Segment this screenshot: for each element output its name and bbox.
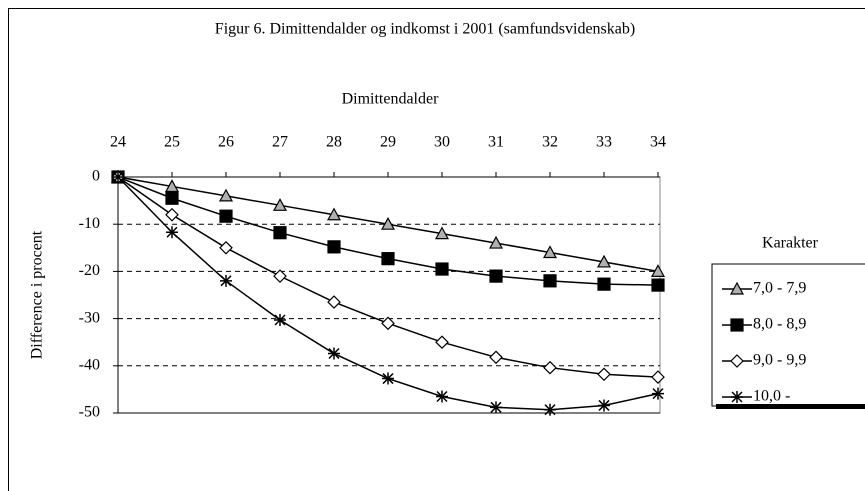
x-axis-label: Dimittendalder	[342, 91, 440, 108]
x-tick-label: 28	[326, 134, 342, 151]
marker	[490, 401, 502, 414]
marker	[597, 277, 611, 291]
legend-shadow	[716, 404, 865, 409]
y-tick-label: 0	[92, 168, 100, 185]
marker	[112, 171, 124, 183]
marker	[380, 216, 396, 230]
y-tick-label: -10	[79, 215, 100, 232]
marker	[381, 252, 395, 266]
x-tick-label: 32	[542, 134, 558, 151]
marker	[219, 209, 233, 223]
marker	[489, 350, 503, 365]
marker	[273, 269, 287, 283]
legend-label: 10,0 -	[753, 388, 790, 405]
y-tick-label: -20	[79, 262, 100, 279]
marker	[436, 390, 448, 403]
plot-area	[117, 176, 661, 414]
marker	[273, 226, 287, 240]
legend-marker	[730, 318, 744, 332]
marker	[435, 335, 449, 350]
marker	[488, 235, 504, 249]
marker	[651, 278, 665, 292]
y-axis-label: Difference i procent	[29, 230, 46, 359]
marker	[165, 191, 179, 205]
legend-marker	[730, 354, 744, 368]
marker	[220, 274, 232, 287]
legend-label: 8,0 - 8,9	[753, 316, 806, 333]
marker	[219, 240, 233, 255]
marker	[326, 207, 342, 221]
x-tick-label: 29	[380, 134, 396, 151]
marker	[596, 254, 612, 268]
x-tick-label: 25	[164, 134, 180, 151]
marker	[544, 403, 556, 416]
marker	[652, 387, 664, 400]
marker	[218, 188, 234, 202]
marker	[434, 226, 450, 240]
chart-title: Figur 6. Dimittendalder og indkomst i 20…	[215, 21, 635, 38]
marker	[598, 399, 610, 412]
legend-title: Karakter	[762, 235, 819, 252]
x-tick-label: 27	[272, 134, 288, 151]
marker	[435, 262, 449, 276]
marker	[165, 207, 179, 222]
legend-marker	[731, 391, 743, 403]
marker	[543, 274, 557, 288]
x-tick-label: 34	[650, 134, 666, 151]
marker	[382, 372, 394, 385]
marker	[489, 269, 503, 283]
legend-label: 9,0 - 9,9	[753, 352, 806, 369]
legend-marker	[729, 281, 745, 295]
marker	[543, 360, 557, 375]
marker	[328, 347, 340, 360]
marker	[381, 316, 395, 331]
y-tick-label: -50	[79, 404, 100, 421]
marker	[650, 264, 666, 277]
marker	[327, 295, 341, 309]
marker	[327, 240, 341, 254]
marker	[274, 314, 286, 327]
x-tick-label: 24	[110, 134, 126, 151]
x-tick-label: 26	[218, 134, 234, 151]
x-tick-label: 30	[434, 134, 450, 151]
marker	[651, 370, 665, 384]
y-tick-label: -40	[79, 356, 100, 373]
x-tick-label: 31	[488, 134, 504, 151]
y-tick-label: -30	[79, 309, 100, 326]
marker	[166, 226, 178, 239]
marker	[272, 198, 288, 211]
marker	[164, 179, 180, 193]
marker	[597, 367, 611, 382]
x-tick-label: 33	[596, 134, 612, 151]
marker	[542, 245, 558, 259]
legend-label: 7,0 - 7,9	[753, 280, 806, 297]
